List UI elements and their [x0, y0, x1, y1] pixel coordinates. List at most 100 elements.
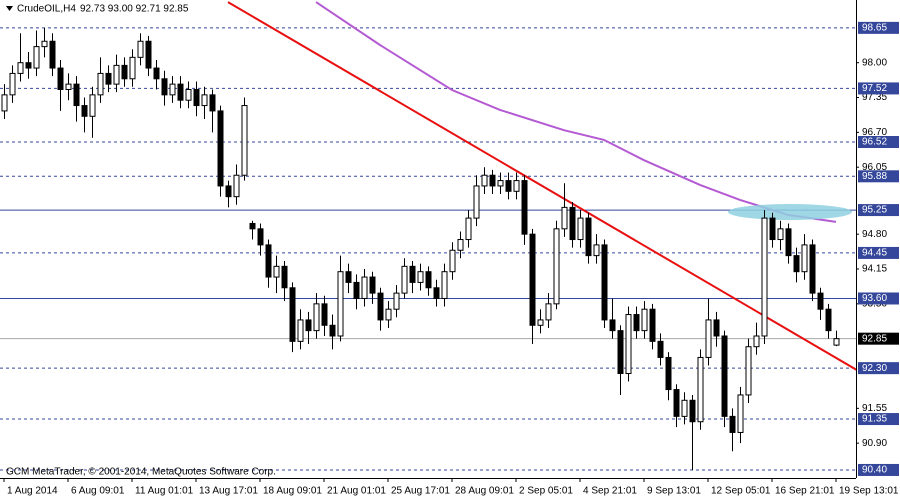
candle-body — [73, 83, 80, 107]
y-tick-label: 98.00 — [862, 57, 887, 68]
candle-body — [585, 217, 592, 257]
level-label-bg — [858, 21, 899, 34]
candle-body — [433, 287, 440, 299]
x-tick-label: 9 Sep 13:01 — [647, 486, 701, 497]
trendline — [227, 1, 856, 371]
highlight-ellipse — [728, 204, 852, 220]
candle-body — [617, 330, 624, 375]
candle-body — [705, 319, 712, 358]
x-tick-label: 1 Aug 2014 — [7, 486, 58, 497]
x-tick-label: 21 Aug 01:01 — [327, 486, 386, 497]
candle-body — [777, 228, 784, 241]
candle-body — [489, 174, 496, 187]
candle-body — [105, 72, 112, 85]
level-label-bg — [858, 82, 899, 95]
candle-body — [249, 222, 256, 230]
candle-body — [305, 319, 312, 332]
candle-body — [201, 94, 208, 107]
candle-body — [377, 292, 384, 321]
x-tick-label: 4 Sep 21:01 — [583, 486, 637, 497]
candle-body — [265, 244, 272, 278]
candle-body — [97, 72, 104, 96]
candle-body — [785, 228, 792, 257]
candle-body — [545, 303, 552, 321]
menu-triangle — [6, 6, 13, 11]
last-price-label: 92.85 — [862, 333, 887, 344]
candle-body — [337, 271, 344, 337]
candle-body — [225, 185, 232, 198]
candle-body — [649, 308, 656, 342]
candle-body — [49, 40, 56, 69]
last-price-bg — [858, 332, 899, 345]
candle-body — [137, 40, 144, 58]
candle-body — [369, 276, 376, 294]
candle-body — [825, 308, 832, 332]
candle-body — [273, 265, 280, 278]
candle-body — [833, 338, 840, 346]
x-tick-label: 28 Aug 09:01 — [455, 486, 514, 497]
level-label-bg — [858, 136, 899, 149]
x-tick-label: 18 Aug 09:01 — [263, 486, 322, 497]
candle-body — [601, 244, 608, 321]
candle-body — [1, 94, 8, 112]
candle-body — [129, 56, 136, 80]
x-tick-label: 19 Sep 13:01 — [839, 486, 899, 497]
y-tick-label: 94.15 — [862, 264, 887, 275]
footer: GCM MetaTrader, © 2001-2014, MetaQuotes … — [6, 467, 276, 478]
level-label-bg — [858, 170, 899, 183]
candle-body — [233, 174, 240, 198]
level-label-bg — [858, 463, 899, 476]
quote: 92.73 93.00 92.71 92.85 — [80, 4, 189, 15]
x-tick-label: 11 Aug 01:01 — [135, 486, 194, 497]
candle-body — [153, 67, 160, 80]
axis-labels: 98.0097.3596.7096.0594.8094.1593.5091.55… — [3, 21, 899, 497]
level-label: 93.60 — [862, 293, 887, 304]
level-label-bg — [858, 292, 899, 305]
candle-body — [609, 319, 616, 332]
candle-body — [169, 83, 176, 96]
candle-body — [417, 271, 424, 283]
candle-body — [33, 46, 40, 69]
candle-body — [361, 276, 368, 299]
y-tick-label: 97.35 — [862, 92, 887, 103]
candle-body — [65, 83, 72, 90]
candle-body — [593, 244, 600, 257]
candle-body — [145, 40, 152, 69]
candle-body — [297, 319, 304, 342]
candle-body — [161, 78, 168, 96]
moving-average — [315, 1, 837, 223]
levels — [0, 27, 856, 471]
candle-body — [41, 40, 48, 48]
level-label: 90.40 — [862, 465, 887, 476]
level-label-bg — [858, 362, 899, 375]
x-tick-label: 12 Sep 05:01 — [711, 486, 771, 497]
candle-body — [497, 180, 504, 187]
candle-body — [345, 271, 352, 283]
candle-body — [121, 64, 128, 80]
candle-body — [561, 206, 568, 230]
level-label: 95.88 — [862, 171, 887, 182]
candle-body — [521, 180, 528, 235]
candle-body — [89, 94, 96, 117]
y-tick-label: 96.70 — [862, 127, 887, 138]
level-label: 96.52 — [862, 137, 887, 148]
candle-body — [817, 292, 824, 310]
candle-body — [57, 67, 64, 90]
level-label: 92.30 — [862, 363, 887, 374]
candle-body — [481, 174, 488, 187]
candle-body — [761, 217, 768, 337]
candle-body — [769, 217, 776, 241]
x-tick-label: 6 Aug 09:01 — [71, 486, 125, 497]
candle-body — [449, 249, 456, 273]
candle-body — [17, 62, 24, 74]
candles — [1, 27, 840, 470]
candle-body — [385, 308, 392, 321]
candle-body — [689, 399, 696, 423]
candle-body — [569, 206, 576, 241]
candle-body — [737, 394, 744, 433]
candle-body — [393, 292, 400, 310]
candle-body — [721, 335, 728, 417]
candle-body — [745, 346, 752, 396]
candle-body — [657, 340, 664, 358]
